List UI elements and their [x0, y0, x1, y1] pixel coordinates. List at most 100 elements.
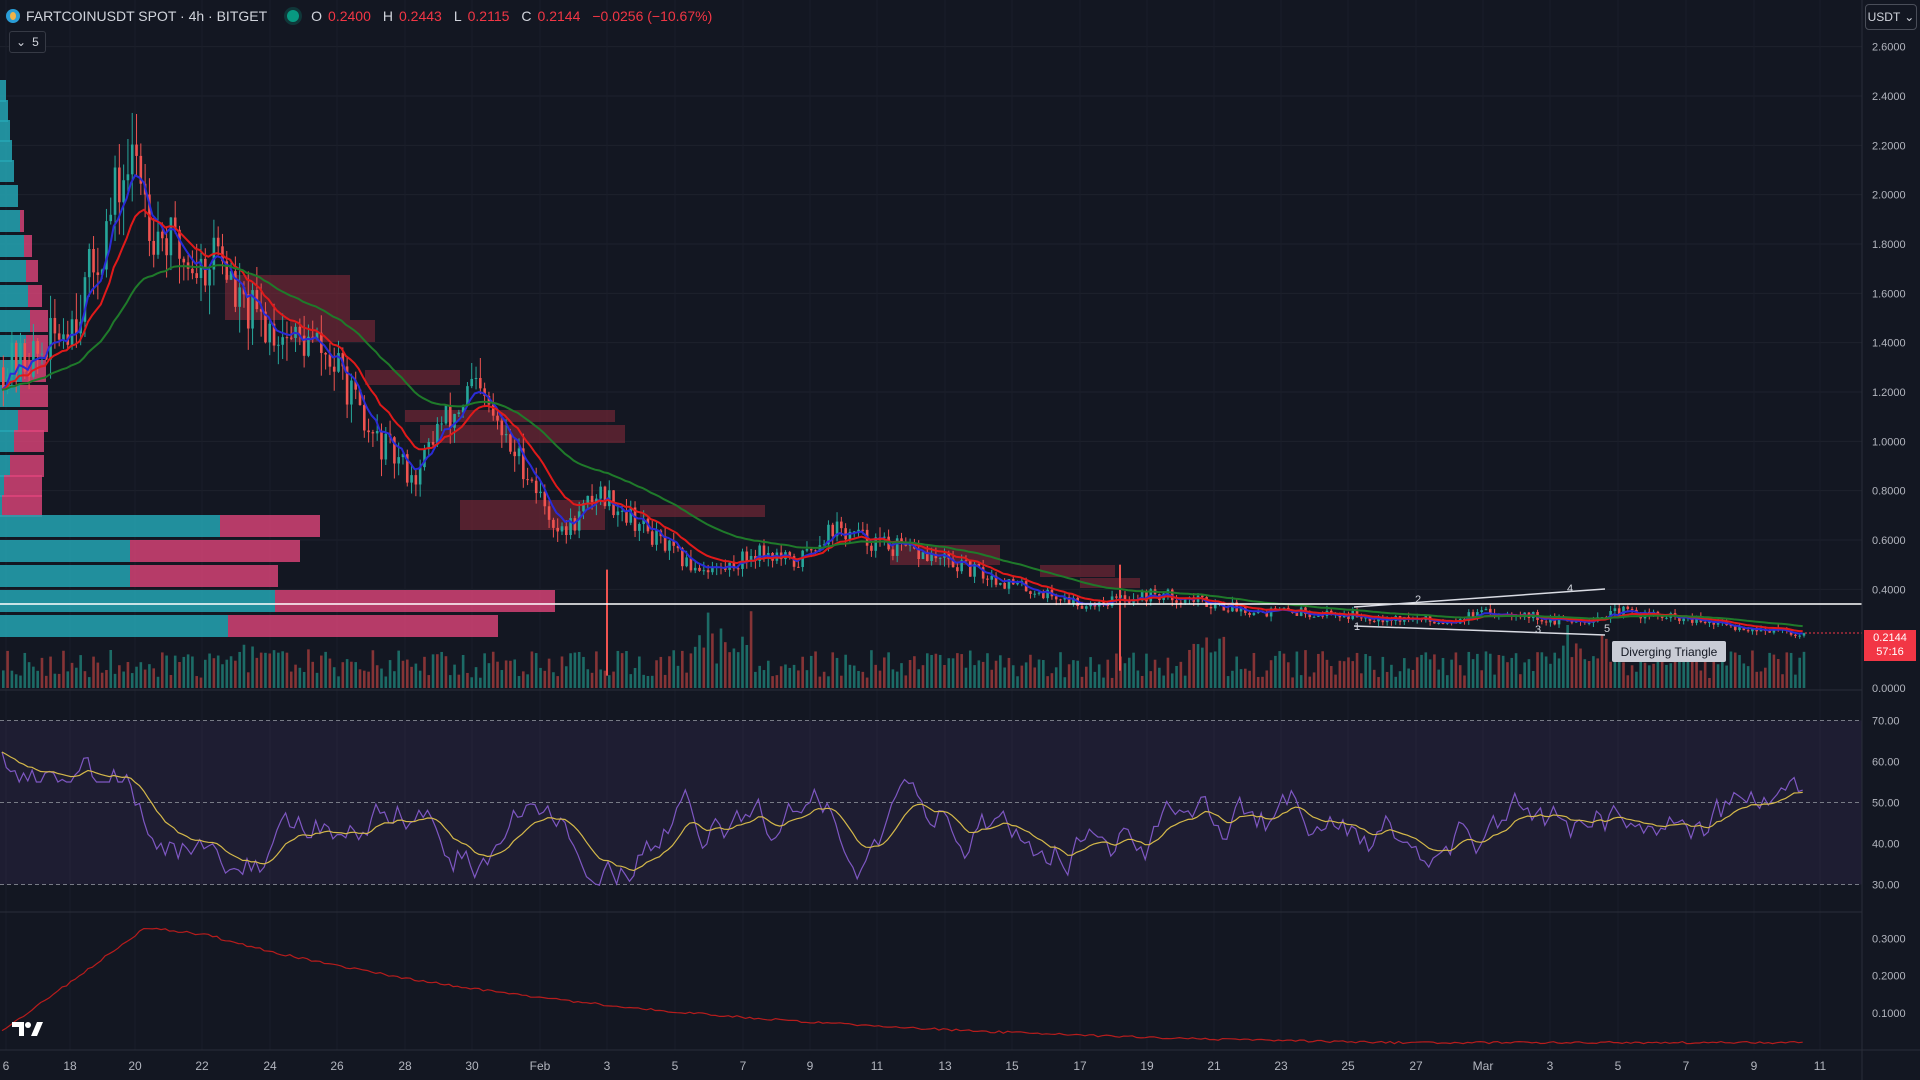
- candle-body: [547, 506, 551, 520]
- volume-bar: [203, 659, 207, 688]
- volume-bar: [715, 663, 719, 688]
- volume-bar: [1570, 657, 1574, 688]
- volume-bar: [1596, 658, 1600, 688]
- volume-bar: [1136, 670, 1140, 688]
- volume-bar: [83, 671, 87, 688]
- candle-body: [414, 475, 418, 485]
- volume-profile-down: [220, 515, 320, 537]
- candle-body: [1029, 591, 1032, 594]
- volume-bar: [6, 650, 9, 688]
- time-axis-label: 11: [871, 1059, 884, 1073]
- volume-bar: [1175, 665, 1178, 688]
- volume-bar: [423, 656, 426, 688]
- volume-bar: [199, 677, 203, 688]
- volume-bar: [1488, 653, 1492, 688]
- candle-body: [603, 486, 607, 507]
- bar-countdown: 57:16: [1876, 646, 1904, 658]
- candle-body: [1617, 608, 1621, 617]
- volume-profile-down: [24, 235, 32, 257]
- volume-bar: [1622, 662, 1625, 688]
- diverging-triangle-pattern[interactable]: 1 2 3 4 5: [1353, 583, 1862, 636]
- indicators-toggle-button[interactable]: ⌄ 5: [9, 31, 46, 53]
- volume-bar: [87, 677, 91, 688]
- volume-bar: [75, 667, 78, 688]
- volume-bar: [1433, 654, 1436, 688]
- volume-bar: [612, 671, 615, 688]
- volume-bar: [1213, 651, 1217, 688]
- volume-bar: [1493, 674, 1496, 688]
- candle-body: [917, 548, 920, 560]
- candle-body: [238, 287, 241, 307]
- volume-bar: [19, 675, 22, 688]
- volume-bar: [814, 651, 817, 688]
- volume-bar: [1708, 677, 1711, 688]
- time-axis-label: 22: [195, 1059, 209, 1073]
- volume-bar: [1536, 652, 1539, 688]
- volume-bar: [1377, 677, 1380, 688]
- candle-body: [556, 527, 559, 532]
- volume-bar: [354, 662, 358, 688]
- candle-body: [1209, 606, 1213, 609]
- candle-body: [749, 555, 753, 562]
- volume-bar: [947, 658, 951, 688]
- volume-bar: [913, 656, 916, 688]
- symbol-title[interactable]: FARTCOINUSDT SPOT · 4h · BITGET: [26, 8, 268, 24]
- volume-bar: [1678, 659, 1681, 688]
- candle-body: [1794, 634, 1797, 636]
- volume-bar: [1235, 656, 1239, 688]
- candle-body: [1746, 630, 1750, 632]
- fvg-box: [640, 505, 765, 517]
- volume-bar: [1746, 666, 1750, 688]
- candle-body: [216, 237, 220, 247]
- time-axis-label: 7: [1683, 1059, 1690, 1073]
- volume-bar: [427, 675, 431, 688]
- volume-bar: [1054, 667, 1058, 688]
- rsi-axis-label: 30.00: [1872, 880, 1900, 892]
- candle-body: [1123, 595, 1127, 602]
- pattern-label[interactable]: Diverging Triangle: [1612, 641, 1726, 662]
- time-axis-label: 9: [1751, 1059, 1758, 1073]
- volume-bar: [981, 661, 985, 688]
- candle-body: [1733, 626, 1737, 630]
- pattern-point-label: 3: [1535, 624, 1541, 636]
- candle-body: [564, 526, 568, 536]
- candle-body: [938, 557, 942, 559]
- candle-body: [165, 238, 168, 256]
- volume-bar: [844, 654, 847, 688]
- volume-bar: [1729, 651, 1733, 688]
- volume-bar: [1355, 652, 1359, 688]
- volume-bar: [1742, 663, 1746, 688]
- candle-body: [1471, 612, 1475, 619]
- candle-body: [10, 342, 14, 377]
- candle-body: [599, 486, 602, 499]
- volume-bar: [2, 670, 5, 688]
- rsi-axis-label: 40.00: [1872, 839, 1900, 851]
- volume-bar: [298, 667, 302, 688]
- volume-bar: [951, 658, 955, 688]
- rsi-axis-label: 50.00: [1872, 798, 1900, 810]
- price-axis-label: 1.8000: [1872, 239, 1906, 251]
- fvg-box: [1080, 578, 1140, 588]
- volume-bar: [887, 652, 890, 688]
- candle-body: [427, 442, 431, 450]
- volume-bar: [1085, 666, 1088, 688]
- volume-bar: [1411, 669, 1415, 688]
- volume-bar: [1179, 661, 1183, 688]
- volume-bar: [1600, 634, 1604, 688]
- currency-dropdown[interactable]: USDT ⌄: [1865, 4, 1917, 30]
- volume-bar: [702, 647, 706, 688]
- time-axis-label: 11: [1814, 1059, 1827, 1073]
- candle-body: [380, 431, 383, 460]
- price-axis-label: 0.8000: [1872, 486, 1906, 498]
- volume-bar: [216, 655, 220, 688]
- volume-bar: [1785, 652, 1789, 688]
- volume-bar: [384, 676, 388, 688]
- pattern-point-label: 2: [1415, 594, 1421, 606]
- volume-bar: [625, 651, 628, 688]
- candle-body: [797, 566, 800, 568]
- volume-bar: [1463, 675, 1466, 688]
- candle-body: [1269, 608, 1273, 617]
- candle-body: [70, 319, 74, 345]
- tradingview-logo-icon[interactable]: [10, 1018, 44, 1040]
